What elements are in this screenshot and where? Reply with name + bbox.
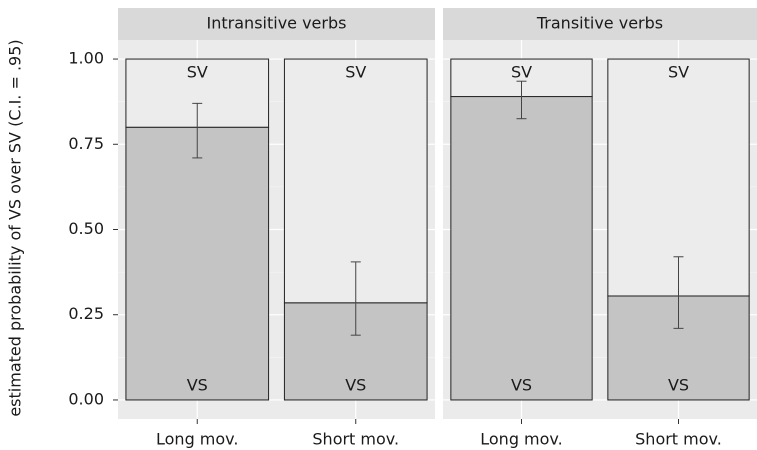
segment-label: VS: [187, 375, 208, 394]
segment-label: SV: [511, 63, 532, 82]
y-tick-label: 0.75: [68, 134, 104, 153]
x-tick-label: Long mov.: [156, 430, 239, 449]
segment-label: VS: [345, 375, 366, 394]
panel-title: Intransitive verbs: [207, 14, 347, 33]
y-axis-label: estimated probability of VS over SV (C.I…: [6, 39, 25, 416]
segment-label: VS: [668, 375, 689, 394]
error-bar: [350, 261, 361, 336]
error-bar: [516, 80, 527, 120]
segment-label: VS: [511, 375, 532, 394]
error-bar: [192, 102, 203, 159]
y-tick-label: 1.00: [68, 49, 104, 68]
bar-segment: [450, 96, 593, 401]
strip: [118, 8, 435, 40]
y-tick-label: 0.00: [68, 389, 104, 408]
x-tick-label: Short mov.: [635, 430, 722, 449]
panel-title: Transitive verbs: [536, 14, 663, 33]
segment-label: SV: [668, 63, 689, 82]
y-tick-label: 0.25: [68, 304, 104, 323]
x-tick-label: Short mov.: [312, 430, 399, 449]
bar-segment: [125, 126, 270, 401]
segment-label: SV: [187, 63, 208, 82]
error-bar: [673, 256, 684, 329]
segment-label: SV: [345, 63, 366, 82]
x-tick-label: Long mov.: [480, 430, 563, 449]
strip: [443, 8, 757, 40]
y-tick-label: 0.50: [68, 219, 104, 238]
